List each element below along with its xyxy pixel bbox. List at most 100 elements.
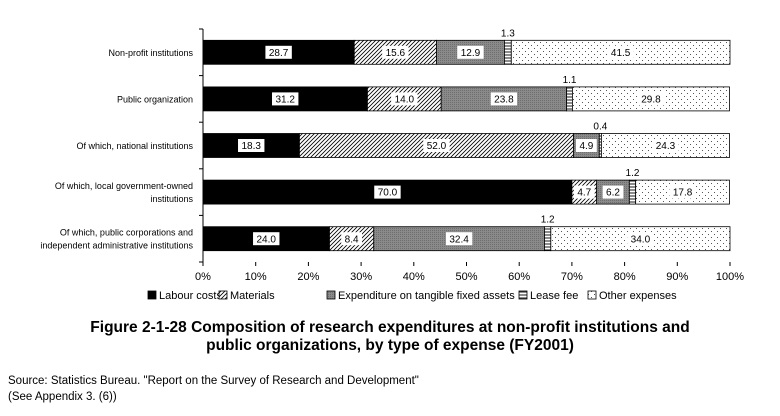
data-label-box	[627, 232, 654, 246]
caption-line-1: Figure 2-1-28 Composition of research ex…	[90, 319, 690, 336]
legend-label: Labour costs	[159, 290, 222, 302]
data-label-box	[637, 92, 665, 106]
data-label: 15.6	[386, 48, 406, 59]
data-label-box	[602, 185, 624, 199]
data-label-box	[265, 45, 292, 59]
x-tick-label: 40%	[403, 271, 425, 283]
x-tick-label: 10%	[245, 271, 267, 283]
bar-segment	[572, 86, 730, 112]
bar-segment	[628, 179, 637, 205]
legend-item: Labour costs	[147, 290, 222, 302]
data-label: 70.0	[378, 188, 398, 199]
x-tick-label: 30%	[350, 271, 372, 283]
data-label-box	[490, 92, 518, 106]
chart-legend: Labour costs Materials Expenditure on tang…	[147, 290, 677, 302]
legend-swatch	[147, 290, 157, 300]
legend-label: Expenditure on tangible fixed assets	[338, 290, 515, 302]
data-label: 6.2	[606, 188, 620, 199]
data-label: 29.8	[641, 95, 661, 106]
source-line-1: Source: Statistics Bureau. "Report on th…	[8, 375, 419, 387]
category-label: Of which, local government-owned	[55, 181, 193, 191]
data-label: 24.0	[257, 234, 277, 245]
data-label: 23.8	[494, 95, 514, 106]
bar-segment	[544, 226, 552, 252]
category-label: independent administrative institutions	[40, 241, 193, 251]
data-label-above: 0.4	[593, 122, 607, 133]
data-label: 8.4	[345, 234, 359, 245]
bar-row: Of which, national institutions 18.3 52.0 4…	[76, 122, 730, 158]
data-label: 41.5	[611, 48, 631, 59]
stacked-bar-chart: Non-profit institutions 28.7 15.6 12.9 1.3 41…	[40, 28, 744, 302]
data-label-box	[374, 185, 401, 199]
category-label: Of which, public corporations and	[60, 228, 193, 238]
legend-item: Other expenses	[587, 290, 677, 302]
legend-label: Other expenses	[599, 290, 677, 302]
data-label: 12.9	[461, 48, 481, 59]
legend-swatch	[326, 290, 336, 300]
data-label-above: 1.2	[541, 215, 555, 226]
x-tick-label: 100%	[716, 271, 744, 283]
bar-segment	[566, 86, 573, 112]
data-label: 18.3	[241, 141, 261, 152]
x-tick-label: 70%	[561, 271, 583, 283]
data-label-box	[238, 139, 265, 152]
data-label: 24.3	[656, 141, 676, 152]
data-label: 17.8	[673, 188, 693, 199]
data-label-box	[445, 232, 473, 246]
legend-label: Materials	[230, 290, 275, 302]
legend-item: Expenditure on tangible fixed assets	[326, 290, 515, 302]
data-label-box	[652, 139, 679, 152]
data-label-above: 1.2	[626, 168, 640, 179]
bar-segment	[440, 86, 568, 112]
data-label-box	[341, 232, 363, 246]
data-label: 14.0	[395, 95, 415, 106]
legend-swatch	[587, 290, 597, 300]
legend-swatch	[218, 290, 228, 300]
bar-row: Of which, public corporations and indepen…	[40, 215, 731, 252]
data-label: 31.2	[275, 95, 295, 106]
category-label: institutions	[150, 194, 193, 204]
figure-caption: Figure 2-1-28 Composition of research ex…	[0, 319, 780, 355]
data-label-box	[382, 45, 409, 59]
x-tick-label: 90%	[666, 271, 688, 283]
bar-row: Of which, local government-owned institut…	[55, 168, 730, 205]
category-label: Non-profit institutions	[108, 48, 193, 58]
data-label-box	[457, 45, 484, 59]
data-label: 4.9	[579, 141, 593, 152]
caption-line-2: public organizations, by type of expense…	[206, 337, 574, 354]
x-tick-label: 60%	[508, 271, 530, 283]
data-label-box	[391, 92, 418, 106]
category-label: Public organization	[117, 94, 193, 104]
x-tick-label: 0%	[195, 271, 211, 283]
data-label-box	[423, 139, 450, 152]
x-tick-label: 80%	[614, 271, 636, 283]
legend-item: Lease fee	[518, 290, 578, 302]
x-tick-label: 50%	[455, 271, 477, 283]
data-label: 52.0	[427, 141, 447, 152]
legend-item: Materials	[218, 290, 275, 302]
data-label-box	[253, 232, 280, 246]
x-axis: 0% 10% 20% 30% 40% 50% 60% 70% 80% 90% 100%	[195, 28, 744, 283]
data-label: 4.7	[577, 188, 591, 199]
bar-segment	[504, 39, 512, 65]
x-tick-label: 20%	[297, 271, 319, 283]
chart-plot-area: Non-profit institutions 28.7 15.6 12.9 1.3 41…	[40, 28, 731, 252]
data-label-box	[573, 185, 595, 199]
legend-label: Lease fee	[530, 290, 578, 302]
source-line-2: (See Appendix 3. (6))	[8, 391, 117, 403]
data-label: 32.4	[449, 234, 469, 245]
data-label-box	[607, 45, 634, 59]
data-label-above: 1.1	[563, 75, 577, 86]
data-label-above: 1.3	[501, 28, 515, 39]
category-label: Of which, national institutions	[76, 141, 193, 151]
legend-swatch	[518, 290, 528, 300]
data-label-box	[575, 139, 597, 152]
data-label-box	[669, 185, 696, 199]
bar-row: Public organization 31.2 14.0 23.8 1.1 29.8	[117, 75, 730, 112]
data-label: 34.0	[631, 234, 651, 245]
data-label: 28.7	[269, 48, 289, 59]
data-label-box	[272, 92, 299, 106]
bar-row: Non-profit institutions 28.7 15.6 12.9 1.3 41…	[108, 28, 731, 65]
bar-segment	[373, 226, 545, 252]
source-note: Source: Statistics Bureau. "Report on th…	[8, 373, 419, 405]
